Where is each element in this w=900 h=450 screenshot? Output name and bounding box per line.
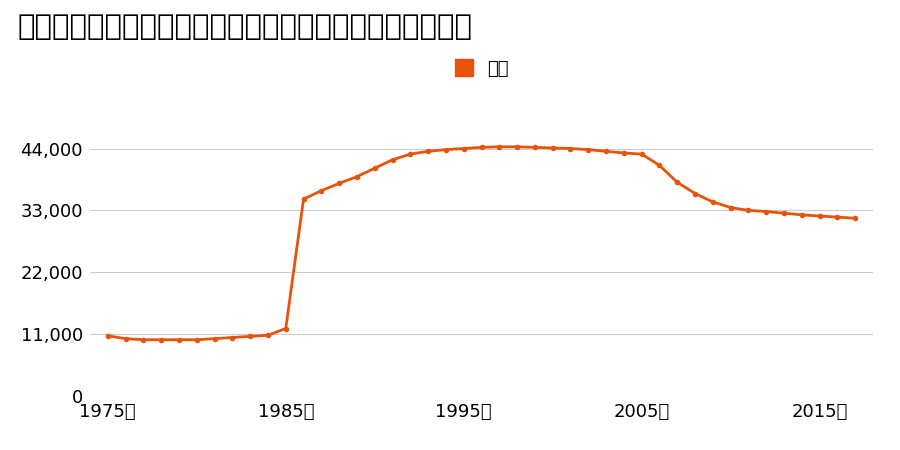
- Legend: 価格: 価格: [454, 59, 508, 78]
- Text: 福岡県京都郡苅田町大字与原字下屋敟９１１番の地価推移: 福岡県京都郡苅田町大字与原字下屋敟９１１番の地価推移: [18, 14, 473, 41]
